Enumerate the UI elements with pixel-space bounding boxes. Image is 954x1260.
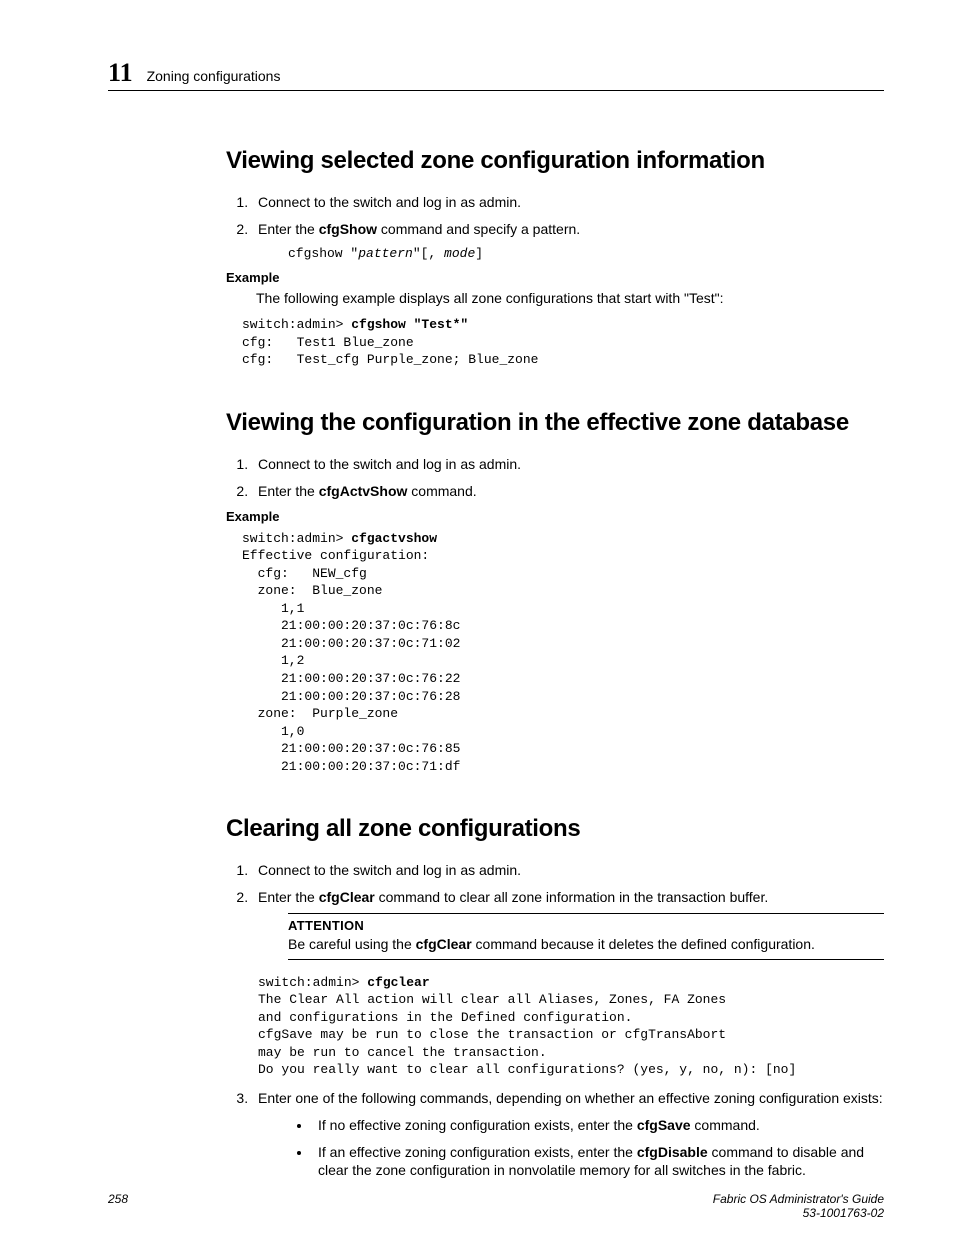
- bullet-item: If no effective zoning configuration exi…: [312, 1116, 884, 1135]
- example-intro: The following example displays all zone …: [256, 289, 884, 308]
- section-heading: Viewing selected zone configuration info…: [226, 147, 884, 175]
- chapter-number: 11: [108, 58, 133, 88]
- footer-right: Fabric OS Administrator's Guide 53-10017…: [713, 1192, 884, 1220]
- step-item: Enter the cfgActvShow command.: [252, 482, 884, 501]
- bullet-item: If an effective zoning configuration exi…: [312, 1143, 884, 1181]
- step-item: Connect to the switch and log in as admi…: [252, 193, 884, 212]
- example-label: Example: [226, 270, 884, 285]
- attention-title: ATTENTION: [288, 917, 884, 935]
- attention-box: ATTENTION Be careful using the cfgClear …: [288, 913, 884, 959]
- chapter-title: Zoning configurations: [147, 68, 281, 84]
- section-heading: Clearing all zone configurations: [226, 815, 884, 843]
- page-number: 258: [108, 1192, 128, 1220]
- step-list: Connect to the switch and log in as admi…: [226, 861, 884, 1180]
- page-footer: 258 Fabric OS Administrator's Guide 53-1…: [108, 1192, 884, 1220]
- page-header: 11 Zoning configurations: [108, 58, 884, 91]
- step-item: Connect to the switch and log in as admi…: [252, 455, 884, 474]
- code-block: switch:admin> cfgactvshow Effective conf…: [242, 530, 884, 776]
- code-syntax: cfgshow "pattern"[, mode]: [288, 245, 884, 263]
- section-heading: Viewing the configuration in the effecti…: [226, 409, 884, 437]
- step-list: Connect to the switch and log in as admi…: [226, 193, 884, 262]
- step-item: Connect to the switch and log in as admi…: [252, 861, 884, 880]
- section-clearing: Clearing all zone configurations Connect…: [226, 815, 884, 1180]
- book-title: Fabric OS Administrator's Guide: [713, 1192, 884, 1206]
- section-viewing-selected: Viewing selected zone configuration info…: [226, 147, 884, 369]
- bullet-list: If no effective zoning configuration exi…: [258, 1116, 884, 1181]
- doc-number: 53-1001763-02: [713, 1206, 884, 1220]
- page-content: Viewing selected zone configuration info…: [226, 147, 884, 1180]
- step-item: Enter one of the following commands, dep…: [252, 1089, 884, 1181]
- example-label: Example: [226, 509, 884, 524]
- step-list: Connect to the switch and log in as admi…: [226, 455, 884, 501]
- step-item: Enter the cfgClear command to clear all …: [252, 888, 884, 1079]
- section-viewing-effective: Viewing the configuration in the effecti…: [226, 409, 884, 775]
- code-block: switch:admin> cfgshow "Test*" cfg: Test1…: [242, 316, 884, 369]
- attention-body: Be careful using the cfgClear command be…: [288, 935, 884, 954]
- step-item: Enter the cfgShow command and specify a …: [252, 220, 884, 262]
- code-block: switch:admin> cfgclear The Clear All act…: [258, 974, 884, 1079]
